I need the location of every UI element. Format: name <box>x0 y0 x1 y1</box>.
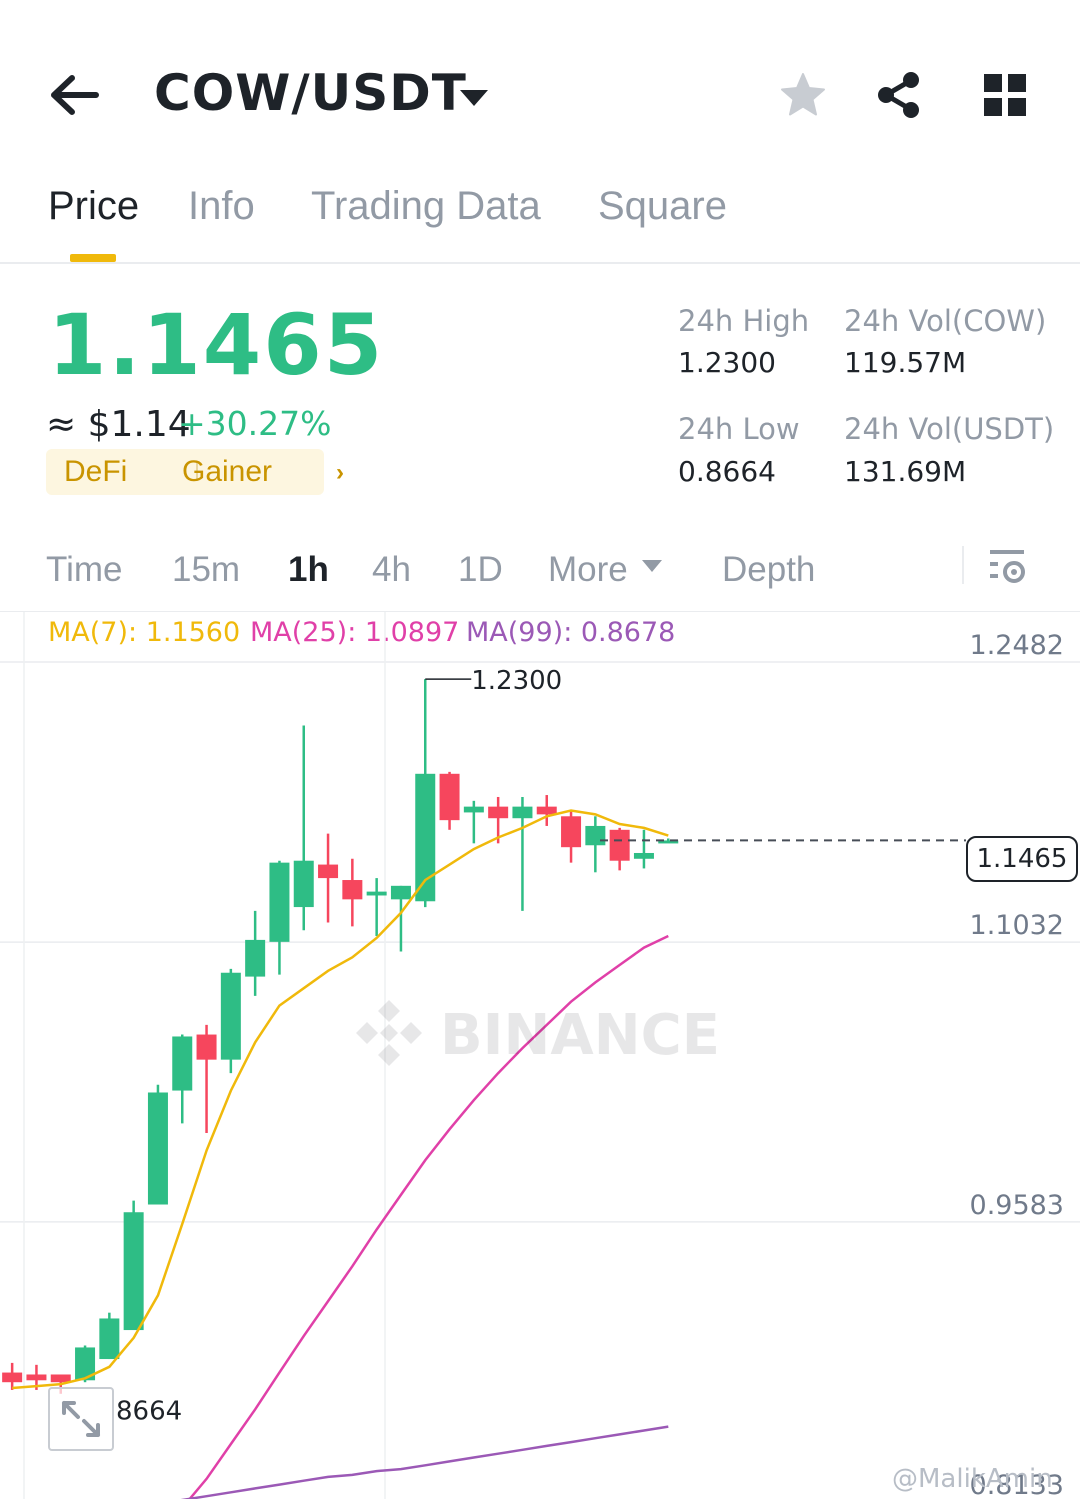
high-marker-label: 1.2300 <box>471 666 562 696</box>
candle-down <box>26 1374 47 1381</box>
binance-logo-icon: BINANCE <box>356 1000 720 1068</box>
tab-info[interactable]: Info <box>188 184 255 228</box>
candle-down <box>342 880 363 900</box>
candle-down <box>50 1374 71 1383</box>
interval-depth[interactable]: Depth <box>722 550 816 589</box>
star-icon <box>781 73 825 116</box>
caret-down-icon <box>642 560 662 572</box>
vol-quote-label: 24h Vol(USDT) <box>844 412 1055 446</box>
pair-title[interactable]: COW/USDT <box>154 64 467 122</box>
candle-up <box>512 806 533 819</box>
candle-up <box>75 1347 96 1381</box>
candle-up <box>293 860 314 908</box>
tab-price[interactable]: Price <box>48 184 140 228</box>
candle-up <box>633 852 654 859</box>
candle-down <box>609 829 630 861</box>
tag-gainer[interactable]: Gainer <box>182 455 273 488</box>
candle-down <box>536 806 557 815</box>
divider <box>962 546 964 584</box>
ma25-line <box>188 934 669 1499</box>
candle-up <box>269 862 290 942</box>
low-value: 0.8664 <box>678 455 776 488</box>
candlestick-chart[interactable]: 1.2482 1.1032 0.9583 0.8133 1.2300 8664 <box>0 612 1080 1499</box>
favorite-button[interactable] <box>778 70 828 120</box>
share-button[interactable] <box>874 70 924 120</box>
y-axis-tick-label: 1.1032 <box>970 910 1064 941</box>
tab-square[interactable]: Square <box>598 184 727 228</box>
credit-watermark: @MalikAmin <box>892 1464 1053 1494</box>
low-label: 24h Low <box>678 412 800 446</box>
tab-trading-data[interactable]: Trading Data <box>311 184 541 228</box>
tag-separator <box>196 463 198 481</box>
arrow-left-icon <box>51 75 99 115</box>
interval-bar: Time 15m 1h 4h 1D More Depth <box>0 540 1080 612</box>
candle-up <box>220 972 241 1060</box>
current-price-tag: 1.1465 <box>966 836 1078 882</box>
ma99-legend: MA(99): 0.8678 <box>466 617 676 648</box>
back-button[interactable] <box>48 70 102 120</box>
ma25-legend: MA(25): 1.0897 <box>250 617 460 648</box>
candle-down <box>2 1372 23 1383</box>
y-axis-tick-label: 0.9583 <box>970 1190 1064 1221</box>
interval-more[interactable]: More <box>548 550 628 589</box>
ma99-line <box>180 1425 669 1499</box>
low-marker-label: 8664 <box>116 1396 182 1426</box>
high-label: 24h High <box>678 304 810 338</box>
share-icon <box>878 72 919 118</box>
candle-up <box>366 891 387 896</box>
binance-watermark: BINANCE <box>352 996 732 1070</box>
fullscreen-button[interactable] <box>48 1387 114 1451</box>
interval-15m[interactable]: 15m <box>172 550 241 589</box>
chevron-right-icon: › <box>336 459 344 486</box>
caret-down-icon <box>460 90 488 106</box>
candle-up <box>147 1092 168 1205</box>
vol-base-value: 119.57M <box>844 346 967 379</box>
chart-settings-button[interactable] <box>988 546 1028 586</box>
candle-up <box>463 806 484 813</box>
active-tab-indicator <box>70 254 116 262</box>
grid-icon <box>984 74 1026 116</box>
candle-up <box>123 1212 144 1331</box>
candle-up <box>585 825 606 846</box>
expand-icon <box>62 1401 100 1437</box>
candle-up <box>415 773 436 902</box>
candle-up <box>172 1036 193 1091</box>
candle-down <box>196 1034 217 1060</box>
tag-defi[interactable]: DeFi <box>64 455 128 488</box>
watermark-text: BINANCE <box>440 1003 720 1068</box>
grid-menu-button[interactable] <box>982 72 1028 118</box>
chart-canvas[interactable]: 1.2482 1.1032 0.9583 0.8133 1.2300 8664 <box>0 612 1080 1499</box>
candle-down <box>561 816 582 848</box>
section-tabs: Price Info Trading Data Square <box>0 170 1080 264</box>
chart-settings-icon <box>990 550 1025 583</box>
candle-down <box>439 773 460 821</box>
candle-down <box>318 864 339 879</box>
usd-price: ≈ $1.14 <box>46 404 191 445</box>
vol-base-label: 24h Vol(COW) <box>844 304 1047 338</box>
y-axis-tick-label: 0.8133 <box>970 1470 1064 1499</box>
interval-1h[interactable]: 1h <box>288 550 329 589</box>
price-change-percent: +30.27% <box>178 404 332 443</box>
vol-quote-value: 131.69M <box>844 455 967 488</box>
candle-down <box>488 806 509 819</box>
interval-4h[interactable]: 4h <box>372 550 411 589</box>
ma7-line <box>12 809 669 1390</box>
candle-up <box>390 885 411 900</box>
ma7-legend: MA(7): 1.1560 <box>48 617 241 648</box>
interval-1d[interactable]: 1D <box>458 550 503 589</box>
pair-selector-caret[interactable] <box>456 82 492 112</box>
candle-up <box>245 939 266 977</box>
top-bar: COW/USDT <box>0 0 1080 170</box>
candle-up <box>99 1318 120 1360</box>
y-axis-tick-label: 1.2482 <box>970 630 1064 661</box>
high-value: 1.2300 <box>678 346 776 379</box>
interval-time[interactable]: Time <box>46 550 123 589</box>
candle-up <box>658 840 679 844</box>
last-price: 1.1465 <box>48 296 385 394</box>
category-tags[interactable]: DeFi Gainer › <box>46 449 344 495</box>
